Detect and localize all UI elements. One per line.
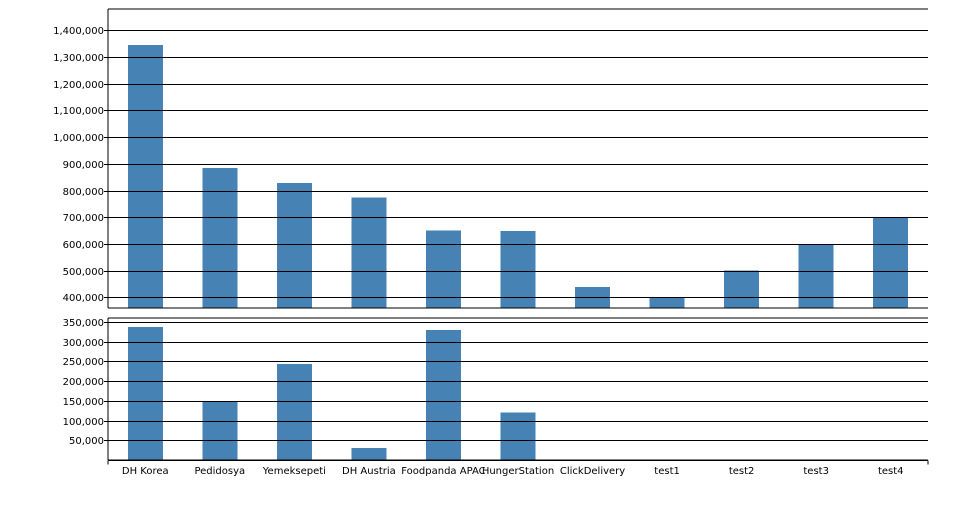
- upper-bar-test4: [873, 217, 909, 308]
- upper-y-tick-label: 600,000: [63, 240, 104, 251]
- lower-bar-hungerstation: [500, 412, 536, 460]
- upper-y-tick-label: 1,100,000: [53, 106, 104, 117]
- lower-y-tick-label: 150,000: [63, 397, 104, 408]
- x-tick-label: ClickDelivery: [560, 466, 625, 477]
- lower-bar-dh-austria: [351, 448, 387, 460]
- upper-y-tick-label: 1,400,000: [53, 26, 104, 37]
- lower-bar-foodpanda-apac: [425, 329, 461, 460]
- x-tick-label: Foodpanda APAC: [401, 466, 485, 477]
- upper-panel: 400,000 500,000 600,000 700,000 800,000 900,0…: [53, 8, 928, 309]
- upper-y-tick-label: 700,000: [63, 213, 104, 224]
- lower-y-tick-label: 50,000: [69, 436, 104, 447]
- upper-bar-test3: [798, 243, 834, 308]
- upper-y-tick-label: 500,000: [63, 267, 104, 278]
- x-axis: DH Korea Pedidosya Yemeksepeti DH Austria Fo…: [107, 460, 929, 477]
- upper-bar-foodpanda-apac: [425, 230, 461, 308]
- lower-y-tick-label: 300,000: [63, 338, 104, 349]
- x-tick-label: DH Austria: [342, 466, 396, 477]
- x-tick-label: Yemeksepeti: [262, 466, 326, 477]
- lower-y-tick-label: 350,000: [63, 318, 104, 329]
- x-tick-label: HungerStation: [482, 466, 554, 477]
- lower-bar-yemeksepeti: [276, 363, 312, 460]
- upper-bar-test1: [649, 297, 685, 308]
- upper-y-tick-label: 1,300,000: [53, 53, 104, 64]
- upper-y-tick-label: 400,000: [63, 293, 104, 304]
- upper-bar-dh-austria: [351, 197, 387, 308]
- upper-bar-test2: [724, 270, 760, 308]
- x-tick-label: DH Korea: [122, 466, 169, 477]
- lower-y-tick-label: 200,000: [63, 377, 104, 388]
- x-tick-label: test2: [729, 466, 755, 477]
- x-tick-label: Pedidosya: [194, 466, 245, 477]
- upper-bar-pedidosya: [202, 167, 238, 308]
- x-tick-label: test1: [654, 466, 680, 477]
- upper-bar-yemeksepeti: [276, 183, 312, 308]
- lower-bars: [127, 327, 536, 460]
- upper-y-tick-label: 1,200,000: [53, 80, 104, 91]
- upper-y-tick-label: 1,000,000: [53, 133, 104, 144]
- x-tick-label: test4: [878, 466, 904, 477]
- x-tick-label: test3: [803, 466, 829, 477]
- lower-bar-dh-korea: [127, 327, 163, 460]
- upper-bar-dh-korea: [127, 45, 163, 308]
- lower-y-tick-label: 250,000: [63, 357, 104, 368]
- lower-panel: 50,000 100,000 150,000 200,000 250,000 300,00…: [63, 317, 928, 461]
- upper-y-tick-label: 800,000: [63, 187, 104, 198]
- upper-bar-hungerstation: [500, 231, 536, 308]
- lower-y-tick-label: 100,000: [63, 417, 104, 428]
- upper-y-tick-label: 900,000: [63, 160, 104, 171]
- lower-bar-pedidosya: [202, 400, 238, 460]
